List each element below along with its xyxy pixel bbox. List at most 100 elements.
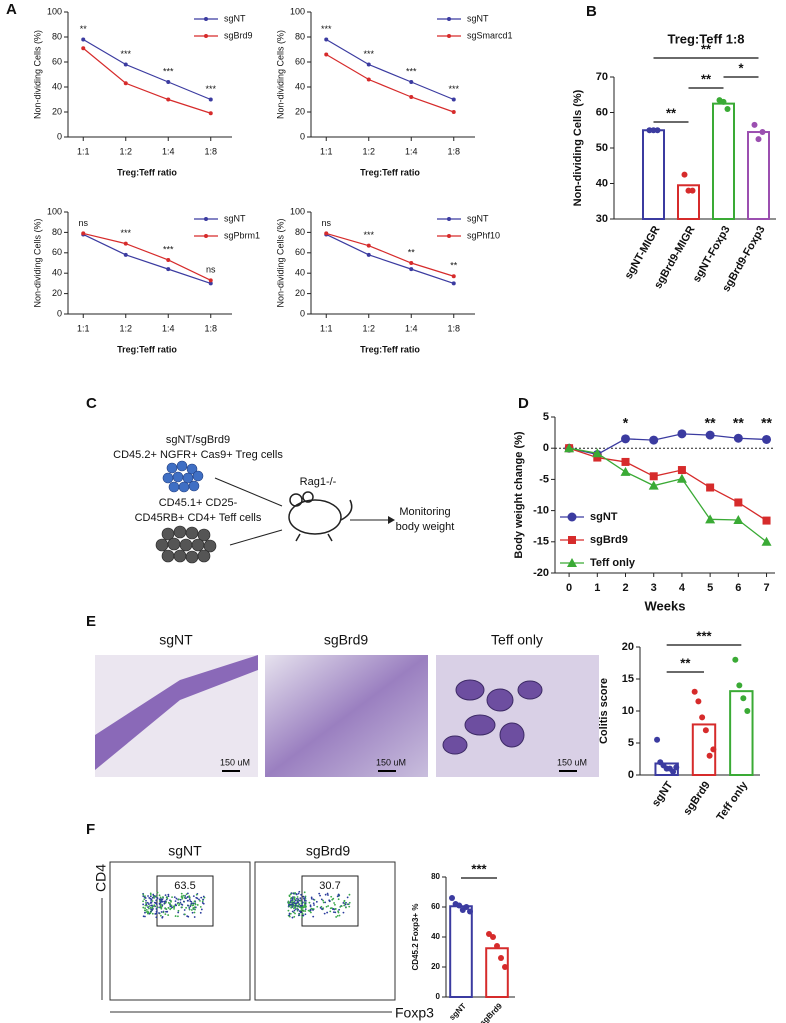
significance: *** (163, 244, 174, 254)
y-tick-label: -5 (539, 473, 549, 485)
y-axis-label: CD45.2 Foxp3+ % (411, 904, 420, 971)
event-dot (169, 908, 172, 911)
x-axis-label: Treg:Teff ratio (117, 344, 177, 354)
event-dot (190, 900, 193, 903)
marker (208, 97, 213, 102)
event-dot (148, 905, 151, 908)
y-tick-label: 40 (596, 177, 608, 189)
marker (451, 281, 456, 286)
legend-label: sgNT (467, 213, 489, 223)
event-dot (173, 907, 175, 910)
event-dot (144, 897, 147, 899)
x-tick-label: sgNT (447, 1001, 468, 1022)
diagram-text: Monitoring (399, 506, 450, 518)
event-dot (192, 902, 195, 905)
y-tick-label: 40 (295, 81, 305, 91)
image-title: sgBrd9 (324, 632, 369, 648)
event-dot (153, 904, 156, 907)
event-dot (303, 898, 306, 900)
gate-value: 30.7 (319, 880, 340, 892)
event-dot (171, 906, 174, 909)
data-point (702, 727, 709, 734)
axis-label: Foxp3 (395, 1005, 434, 1021)
significance: *** (205, 84, 216, 94)
y-tick-label: 80 (295, 227, 305, 237)
event-dot (167, 901, 170, 904)
event-dot (162, 911, 165, 914)
marker (409, 95, 414, 99)
data-point (490, 934, 496, 940)
y-tick-label: 20 (52, 106, 62, 116)
event-dot (142, 893, 145, 896)
event-dot (296, 896, 299, 898)
data-point (720, 98, 727, 105)
legend-label: sgNT (467, 13, 489, 23)
significance: *** (696, 628, 712, 643)
event-dot (332, 897, 335, 900)
event-dot (307, 909, 310, 912)
marker (761, 536, 772, 546)
event-dot (164, 913, 167, 916)
data-point (467, 908, 473, 915)
event-dot (143, 898, 146, 901)
series-line (325, 38, 454, 101)
event-dot (147, 903, 150, 905)
marker (762, 434, 772, 444)
series-line (568, 447, 767, 522)
data-point (654, 127, 661, 134)
event-dot (326, 911, 329, 914)
y-tick-label: 100 (47, 6, 62, 16)
event-dot (177, 911, 180, 914)
event-dot (324, 901, 327, 904)
data-point (724, 105, 731, 112)
event-dot (156, 891, 159, 894)
event-dot (310, 897, 313, 900)
significance: ** (733, 415, 744, 431)
panel-label: F (86, 821, 95, 838)
event-dot (167, 893, 170, 896)
event-dot (173, 896, 176, 899)
event-dot (301, 916, 304, 918)
event-dot (298, 899, 301, 902)
event-dot (147, 906, 149, 909)
event-dot (156, 906, 158, 909)
marker (123, 241, 128, 246)
event-dot (191, 904, 194, 907)
legend-label: sgNT (590, 511, 618, 523)
event-dot (346, 896, 349, 899)
y-tick-label: 60 (596, 106, 608, 118)
chart-title: Treg:Teff 1:8 (667, 31, 744, 46)
event-dot (326, 892, 329, 895)
panel-label: C (86, 395, 97, 412)
significance: * (623, 415, 629, 431)
significance: *** (363, 230, 374, 240)
event-dot (302, 914, 305, 917)
event-dot (177, 915, 179, 918)
event-dot (304, 895, 307, 898)
y-tick-label: 0 (300, 131, 305, 141)
x-tick-label: 1:2 (119, 146, 132, 156)
histology: sgNT sgBrd9 Teff only 150 uM 150 uM 150 … (95, 632, 599, 777)
x-tick-label: 1:1 (320, 146, 333, 156)
y-axis-label: Colitis score (598, 678, 610, 744)
y-tick-label: 80 (52, 227, 62, 237)
event-dot (346, 903, 349, 906)
marker (208, 278, 213, 283)
event-dot (304, 906, 307, 908)
event-dot (190, 909, 193, 911)
plot-title: sgNT (168, 843, 202, 859)
event-dot (300, 893, 303, 896)
event-dot (188, 907, 191, 909)
x-tick-label: 1:1 (320, 323, 333, 333)
event-dot (151, 907, 153, 909)
series-line (82, 47, 211, 114)
marker (366, 77, 371, 82)
event-dot (325, 905, 328, 908)
event-dot (300, 909, 303, 912)
event-dot (319, 894, 321, 897)
event-dot (348, 893, 351, 896)
bar (747, 131, 770, 220)
event-dot (174, 903, 177, 906)
marker (123, 81, 128, 86)
event-dot (348, 901, 351, 904)
